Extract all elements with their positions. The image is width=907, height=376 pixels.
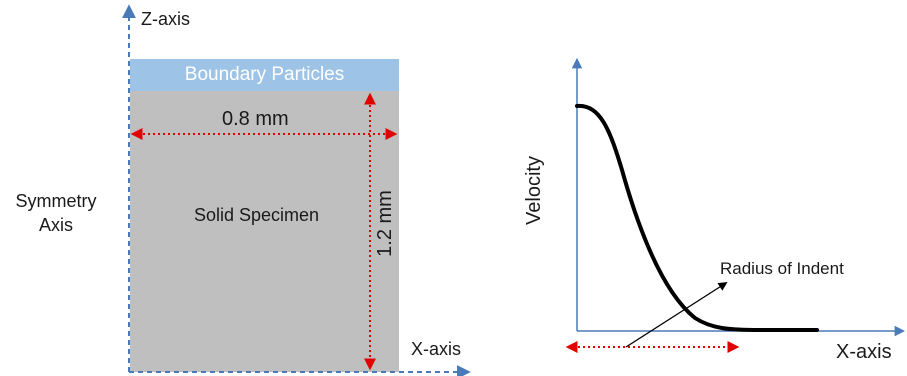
solid-specimen-label: Solid Specimen [194, 205, 320, 225]
plot-x-axis-label: X-axis [836, 341, 892, 363]
velocity-axis-label: Velocity [522, 156, 545, 225]
z-axis-label: Z-axis [141, 9, 190, 29]
radius-of-indent-label: Radius of Indent [720, 259, 844, 278]
x-axis-label: X-axis [411, 339, 462, 359]
height-dimension-label: 1.2 mm [373, 190, 396, 257]
annotation-arrow [625, 282, 728, 348]
symmetry-axis-label: Symmetry Axis [15, 191, 97, 235]
velocity-curve [575, 103, 819, 332]
width-dimension-label: 0.8 mm [222, 108, 289, 130]
boundary-particles-band: Boundary Particles [130, 59, 399, 91]
